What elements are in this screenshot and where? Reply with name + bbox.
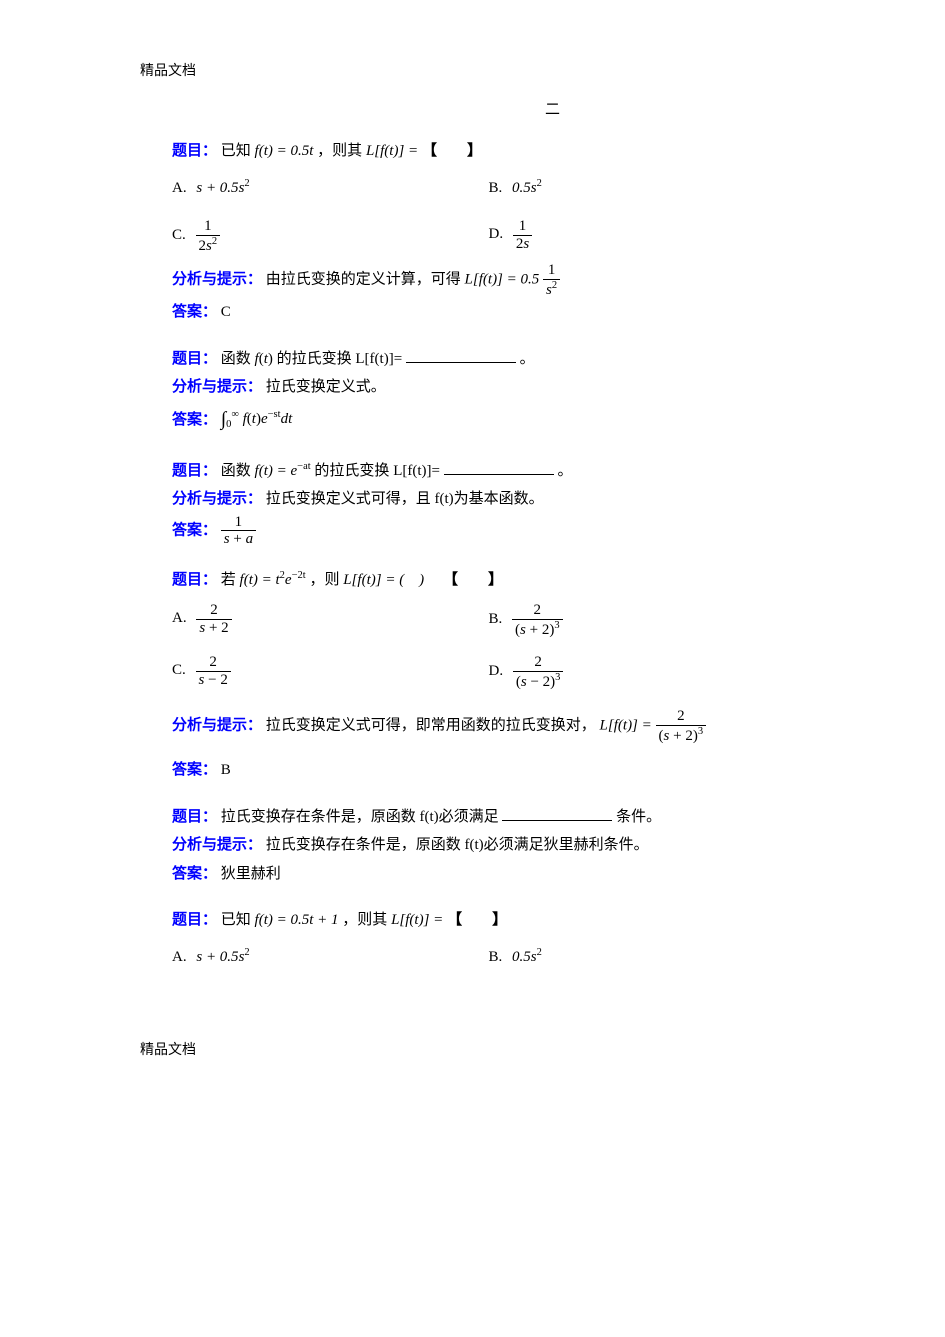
question-label: 题目： (172, 912, 217, 928)
analysis-label: 分析与提示： (172, 379, 262, 395)
q1-choice-b: B. 0.5s2 (489, 166, 806, 211)
q2-stem: 题目： 函数 f(t) 的拉氏变换 L[f(t)]= 。 (172, 345, 805, 374)
page-header: 精品文档 (140, 60, 805, 80)
answer-label: 答案： (172, 866, 217, 882)
question-label: 题目： (172, 143, 217, 159)
analysis-label: 分析与提示： (172, 717, 262, 733)
question-3: 题目： 函数 f(t) = e−at 的拉氏变换 L[f(t)]= 。 分析与提… (172, 457, 805, 548)
answer-label: 答案： (172, 762, 217, 778)
q4-choice-b: B. 2 (s + 2)3 (489, 594, 806, 646)
q1-stem: 题目： 已知 f(t) = 0.5t ，则其 L[f(t)] = 【 】 (172, 137, 805, 166)
q2-answer: 答案： ∫0∞ f(t)e−stdt (172, 402, 805, 439)
question-4: 题目： 若 f(t) = t2e−2t ，则 L[f(t)] = ( ) 【 】… (172, 566, 805, 785)
blank-underline (406, 347, 516, 363)
q1-bracket: 【 】 (422, 143, 482, 159)
question-label: 题目： (172, 809, 217, 825)
q3-analysis: 分析与提示： 拉氏变换定义式可得，且 f(t)为基本函数。 (172, 485, 805, 514)
analysis-label: 分析与提示： (172, 837, 262, 853)
q1-choice-a: A. s + 0.5s2 (172, 166, 489, 211)
q4-choice-d: D. 2 (s − 2)3 (489, 646, 806, 698)
q1-mid: ，则其 (317, 143, 362, 159)
analysis-label: 分析与提示： (172, 271, 262, 287)
q5-answer: 答案： 狄里赫利 (172, 860, 805, 889)
q1-choices: A. s + 0.5s2 B. 0.5s2 C. 1 2s2 D. 1 2s (172, 166, 805, 263)
answer-label: 答案： (172, 411, 217, 427)
q6-choice-a: A. s + 0.5s2 (172, 935, 489, 980)
question-5: 题目： 拉氏变换存在条件是，原函数 f(t)必须满足 条件。 分析与提示： 拉氏… (172, 803, 805, 889)
blank-underline (444, 459, 554, 475)
section-number: 二 (140, 98, 805, 119)
question-6: 题目： 已知 f(t) = 0.5t + 1 ，则其 L[f(t)] = 【 】… (172, 906, 805, 979)
question-label: 题目： (172, 572, 217, 588)
page-footer: 精品文档 (140, 1039, 805, 1059)
q4-choice-a: A. 2 s + 2 (172, 594, 489, 646)
q6-stem: 题目： 已知 f(t) = 0.5t + 1 ，则其 L[f(t)] = 【 】 (172, 906, 805, 935)
q1-lhs: L[f(t)] = (366, 143, 422, 159)
q1-choice-c: C. 1 2s2 (172, 210, 489, 262)
question-1: 题目： 已知 f(t) = 0.5t ，则其 L[f(t)] = 【 】 A. … (172, 137, 805, 327)
q1-choice-d: D. 1 2s (489, 210, 806, 262)
q3-stem: 题目： 函数 f(t) = e−at 的拉氏变换 L[f(t)]= 。 (172, 457, 805, 486)
question-label: 题目： (172, 351, 217, 367)
analysis-label: 分析与提示： (172, 491, 262, 507)
blank-underline (502, 805, 612, 821)
q4-choices: A. 2 s + 2 B. 2 (s + 2)3 C. 2 s − 2 (172, 594, 805, 698)
document-page: 精品文档 二 题目： 已知 f(t) = 0.5t ，则其 L[f(t)] = … (0, 0, 945, 1119)
q1-func: f(t) = 0.5t (255, 143, 314, 159)
answer-label: 答案： (172, 522, 217, 538)
q4-choice-c: C. 2 s − 2 (172, 646, 489, 698)
q2-analysis: 分析与提示： 拉氏变换定义式。 (172, 373, 805, 402)
q1-prefix: 已知 (221, 143, 251, 159)
q5-stem: 题目： 拉氏变换存在条件是，原函数 f(t)必须满足 条件。 (172, 803, 805, 832)
q1-analysis: 分析与提示： 由拉氏变换的定义计算，可得 L[f(t)] = 0.5 1 s2 (172, 262, 805, 298)
q3-answer: 答案： 1 s + a (172, 514, 805, 548)
q5-analysis: 分析与提示： 拉氏变换存在条件是，原函数 f(t)必须满足狄里赫利条件。 (172, 831, 805, 860)
question-2: 题目： 函数 f(t) 的拉氏变换 L[f(t)]= 。 分析与提示： 拉氏变换… (172, 345, 805, 439)
answer-label: 答案： (172, 304, 217, 320)
question-label: 题目： (172, 463, 217, 479)
q1-answer: 答案： C (172, 298, 805, 327)
q4-answer: 答案： B (172, 756, 805, 785)
q4-stem: 题目： 若 f(t) = t2e−2t ，则 L[f(t)] = ( ) 【 】 (172, 566, 805, 595)
q4-analysis: 分析与提示： 拉氏变换定义式可得，即常用函数的拉氏变换对， L[f(t)] = … (172, 708, 805, 744)
q6-choice-b: B. 0.5s2 (489, 935, 806, 980)
q6-choices: A. s + 0.5s2 B. 0.5s2 (172, 935, 805, 980)
